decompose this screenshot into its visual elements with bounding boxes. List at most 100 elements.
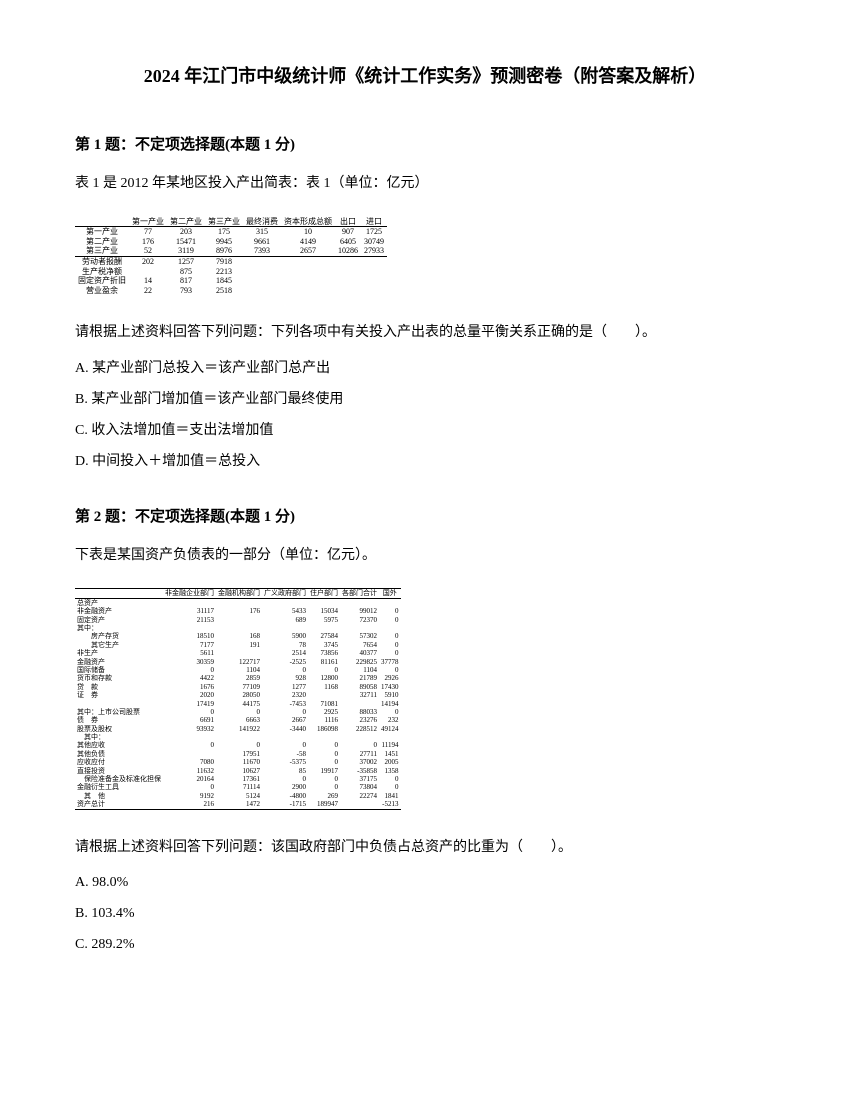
cell: 7654 [340,641,379,649]
cell [216,649,262,657]
row-label: 其他负债 [75,750,163,758]
cell: 189947 [308,800,340,809]
table-header-row: 非金融企业部门 金融机构部门 广义政府部门 住户部门 各部门合计 国外 [75,589,401,598]
cell: 10 [281,227,335,237]
cell: 37002 [340,758,379,766]
table-row: 股票及股权93932141922-344018609822851249124 [75,725,401,733]
cell [163,750,216,758]
row-label: 金融资产 [75,658,163,666]
cell: 30749 [361,237,387,247]
table-row: 债 券669166632667111623276232 [75,716,401,724]
table-row: 生产税净额 875 2213 [75,267,387,277]
cell: 17951 [216,750,262,758]
cell: 191 [216,641,262,649]
cell: 0 [308,775,340,783]
cell [216,616,262,624]
cell [340,733,379,741]
cell: 875 [167,267,205,277]
cell: 228512 [340,725,379,733]
q2-table-container: 非金融企业部门 金融机构部门 广义政府部门 住户部门 各部门合计 国外 总资产非… [75,588,775,809]
row-label: 贷 款 [75,683,163,691]
row-label: 第一产业 [75,227,129,237]
cell: 4422 [163,674,216,682]
cell: 77109 [216,683,262,691]
cell: 57302 [340,632,379,640]
cell [262,598,308,607]
table-row: 房产存货18510168590027584573020 [75,632,401,640]
th-col3: 广义政府部门 [262,589,308,598]
cell [308,691,340,699]
cell: 0 [262,741,308,749]
cell: 28050 [216,691,262,699]
cell [262,624,308,632]
cell: 216 [163,800,216,809]
cell: 0 [262,708,308,716]
th-blank [75,217,129,227]
cell: 71081 [308,700,340,708]
cell: 0 [379,641,401,649]
table-row: 其中：上市公司股票0002925880330 [75,708,401,716]
cell: 5611 [163,649,216,657]
cell: 1104 [340,666,379,674]
cell [379,598,401,607]
table-row: 金融资产30359122717-25258116122982537778 [75,658,401,666]
table-row: 保险准备金及标准化担保201641736100371750 [75,775,401,783]
cell: 37175 [340,775,379,783]
cell: 88033 [340,708,379,716]
cell: 93932 [163,725,216,733]
cell [262,733,308,741]
table-row: 第一产业 77 203 175 315 10 907 1725 [75,227,387,237]
cell: 23276 [340,716,379,724]
cell: 21153 [163,616,216,624]
cell: 1472 [216,800,262,809]
cell: 6663 [216,716,262,724]
th-col2: 金融机构部门 [216,589,262,598]
q1-option-b: B. 某产业部门增加值＝该产业部门最终使用 [75,387,775,412]
table-row: 固定资产折旧 14 817 1845 [75,276,387,286]
table-row: 其他应收0000011194 [75,741,401,749]
cell: 907 [335,227,361,237]
cell: 141922 [216,725,262,733]
cell [308,624,340,632]
cell: 49124 [379,725,401,733]
q1-prompt: 请根据上述资料回答下列问题：下列各项中有关投入产出表的总量平衡关系正确的是（ ）… [75,320,775,345]
cell: 14 [129,276,167,286]
cell: 52 [129,246,167,256]
cell: 229825 [340,658,379,666]
cell: 71114 [216,783,262,791]
cell: 31117 [163,607,216,615]
cell: -7453 [262,700,308,708]
cell: 0 [163,783,216,791]
cell: 4149 [281,237,335,247]
cell: 1116 [308,716,340,724]
row-label: 第三产业 [75,246,129,256]
cell: 0 [262,666,308,674]
cell: 1845 [205,276,243,286]
cell [163,733,216,741]
cell: 0 [379,607,401,615]
cell: -2525 [262,658,308,666]
table-row: 其 他91925124-4800269222741841 [75,792,401,800]
cell: 202 [129,256,167,266]
q2-option-c: C. 289.2% [75,932,775,957]
row-label: 固定资产 [75,616,163,624]
row-label: 劳动者报酬 [75,256,129,266]
cell: 37778 [379,658,401,666]
row-label: 非生产 [75,649,163,657]
cell: 928 [262,674,308,682]
cell: 269 [308,792,340,800]
table-row: 1741944175-74537108114194 [75,700,401,708]
cell: 9945 [205,237,243,247]
cell: 10286 [335,246,361,256]
row-label: 债 券 [75,716,163,724]
row-label: 第二产业 [75,237,129,247]
cell: 73856 [308,649,340,657]
table-row: 应收应付708011670-53750370022005 [75,758,401,766]
cell: 15471 [167,237,205,247]
cell: 2926 [379,674,401,682]
cell: 2514 [262,649,308,657]
q1-option-d: D. 中间投入＋增加值＝总投入 [75,449,775,474]
cell: 0 [379,666,401,674]
cell: 32711 [340,691,379,699]
cell: 793 [167,286,205,296]
